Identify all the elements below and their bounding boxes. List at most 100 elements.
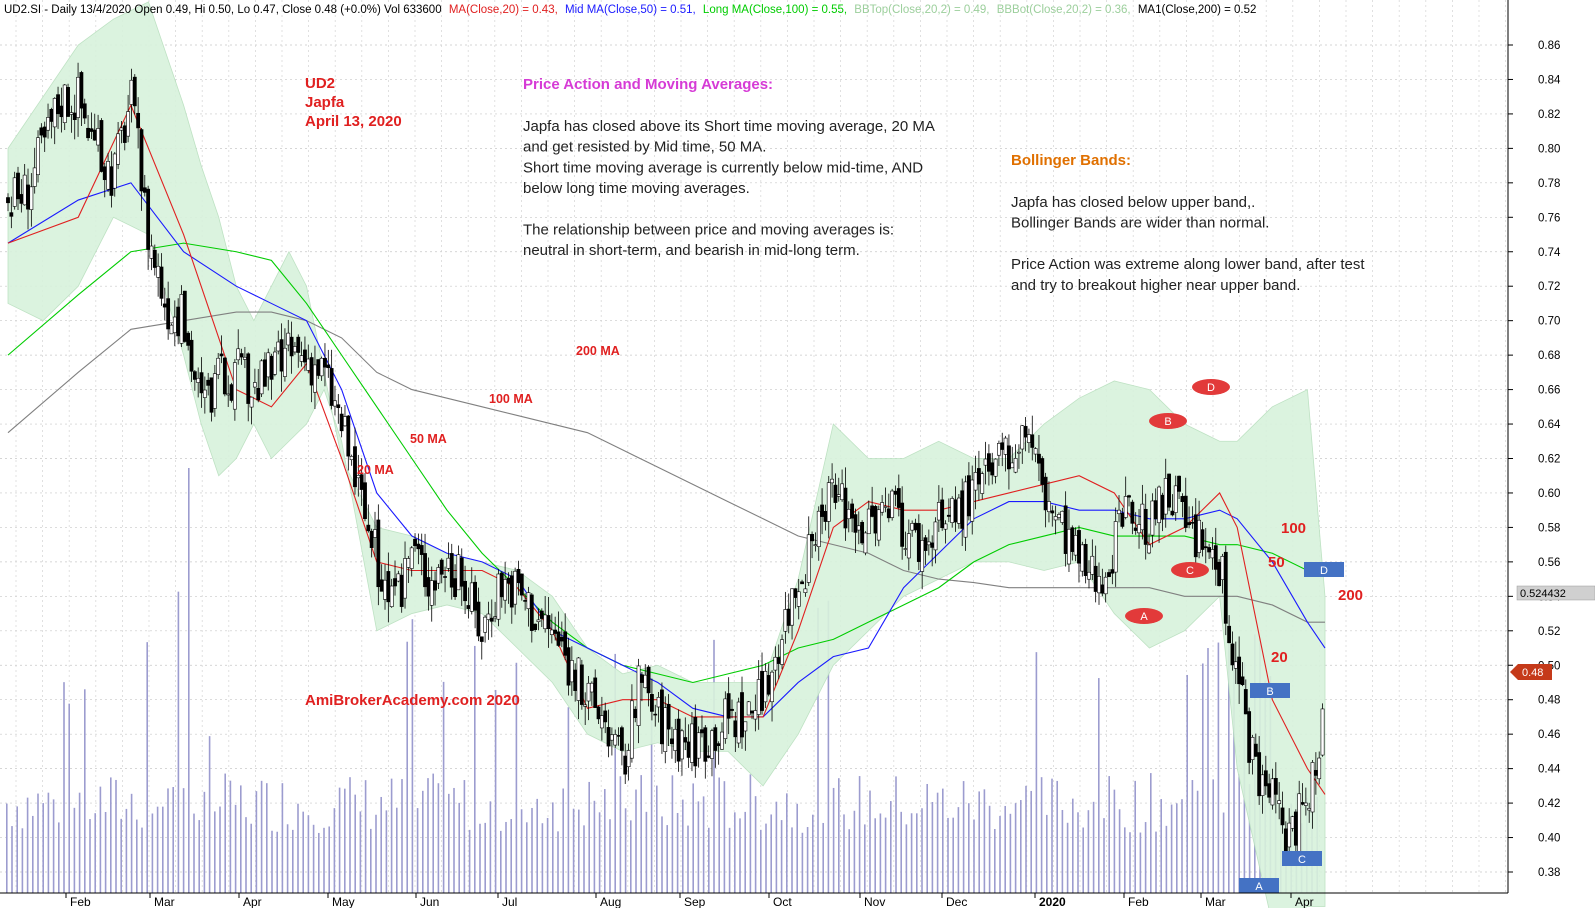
volume-bar <box>474 645 476 893</box>
volume-bar <box>1248 784 1251 893</box>
candle-body <box>236 348 241 361</box>
volume-bar <box>879 813 882 893</box>
volume-bar <box>666 825 668 893</box>
x-tick-label: Apr <box>243 895 262 908</box>
candle-body <box>516 568 521 583</box>
candle-body <box>259 360 264 395</box>
candle-body <box>936 502 941 521</box>
volume-bar <box>656 785 658 893</box>
candle-body <box>1090 555 1095 575</box>
volume-bar <box>520 809 523 893</box>
volume-bar <box>458 802 460 893</box>
candle-body <box>1120 512 1125 527</box>
volume-bar <box>500 830 502 893</box>
x-tick-label: Mar <box>154 895 175 908</box>
candle-body <box>1267 783 1272 798</box>
candle-body <box>416 543 421 550</box>
candle-body <box>933 521 938 551</box>
y-tick-label: 0.38 <box>1538 867 1560 879</box>
candle-body <box>1280 807 1285 826</box>
candle-body <box>690 723 694 763</box>
volume-bar <box>245 817 247 893</box>
volume-bar <box>572 808 575 893</box>
volume-bar <box>136 819 138 893</box>
candle-body <box>750 710 754 714</box>
candle-body <box>1263 770 1268 787</box>
candle-body <box>1157 486 1161 524</box>
candle-body <box>1230 643 1235 666</box>
candle-body <box>960 490 965 529</box>
candle-body <box>232 362 237 410</box>
header-ma50: Mid MA(Close,50) = 0.51, <box>565 4 696 16</box>
volume-bar <box>817 607 819 893</box>
candle-body <box>406 558 411 568</box>
title-line3: April 13, 2020 <box>305 113 402 130</box>
volume-bar <box>671 775 674 893</box>
candle-body <box>916 523 921 562</box>
volume-bar <box>120 818 122 893</box>
candle-body <box>1250 737 1255 760</box>
candle-body <box>723 698 728 739</box>
candle-body <box>863 532 868 554</box>
volume-bar <box>1014 803 1017 893</box>
volume-bar <box>739 818 741 893</box>
candle-body <box>626 750 631 768</box>
volume-bar <box>910 813 913 893</box>
marker-box-B: B <box>1250 683 1290 698</box>
volume-bar <box>1186 674 1188 893</box>
candle-body <box>636 665 641 726</box>
volume-bar <box>926 783 928 893</box>
marker-box-A-text: A <box>1255 881 1263 893</box>
volume-bar <box>1025 785 1027 893</box>
annotation-bb-line: Japfa has closed below upper band,. <box>1011 194 1255 211</box>
volume-bar <box>905 824 908 893</box>
candle-body <box>182 290 187 342</box>
candle-body <box>1200 529 1205 550</box>
candle-body <box>293 346 297 353</box>
volume-bar <box>427 778 429 893</box>
x-tick-label: Jul <box>502 895 517 908</box>
candle-body <box>613 734 618 746</box>
volume-bar <box>786 793 788 893</box>
candle-body <box>1207 547 1212 553</box>
candle-body <box>953 499 958 523</box>
candle-body <box>52 98 57 128</box>
candle-body <box>576 657 581 701</box>
annotation-ma-body: Japfa has closed above its Short time mo… <box>523 118 935 259</box>
y-tick-label: 0.46 <box>1538 729 1560 741</box>
candle-body <box>62 84 67 124</box>
volume-bar <box>957 807 960 893</box>
volume-bar <box>1103 818 1105 893</box>
candle-body <box>913 522 918 531</box>
x-tick-label: Nov <box>864 895 885 908</box>
candle-body <box>1293 811 1298 846</box>
volume-bar <box>1202 663 1204 893</box>
volume-bar <box>229 780 232 893</box>
candle-body <box>553 629 558 634</box>
candle-body <box>376 519 381 588</box>
candle-body <box>1123 496 1128 518</box>
candle-body <box>1227 625 1232 644</box>
candle-body <box>583 704 588 707</box>
header-bbbot: BBBot(Close,20,2) = 0.36, <box>997 4 1131 16</box>
volume-bar <box>1212 779 1214 893</box>
volume-bar <box>364 780 367 893</box>
candle-body <box>756 679 761 715</box>
candle-body <box>1143 508 1148 545</box>
candle-body <box>826 482 831 522</box>
candle-body <box>146 188 151 250</box>
y-tick-label: 0.78 <box>1538 178 1560 190</box>
candle-body <box>963 481 968 538</box>
volume-bar <box>292 829 294 893</box>
x-tick-label: 2020 <box>1039 895 1066 908</box>
volume-bar <box>172 787 174 893</box>
candle-body <box>713 727 718 751</box>
candle-body <box>589 682 594 693</box>
candle-body <box>142 187 147 193</box>
volume-bar <box>1150 773 1152 893</box>
candle-body <box>539 610 544 619</box>
volume-bar <box>146 642 148 893</box>
candle-body <box>823 510 828 522</box>
volume-bar <box>297 803 299 893</box>
candle-body <box>459 557 464 587</box>
